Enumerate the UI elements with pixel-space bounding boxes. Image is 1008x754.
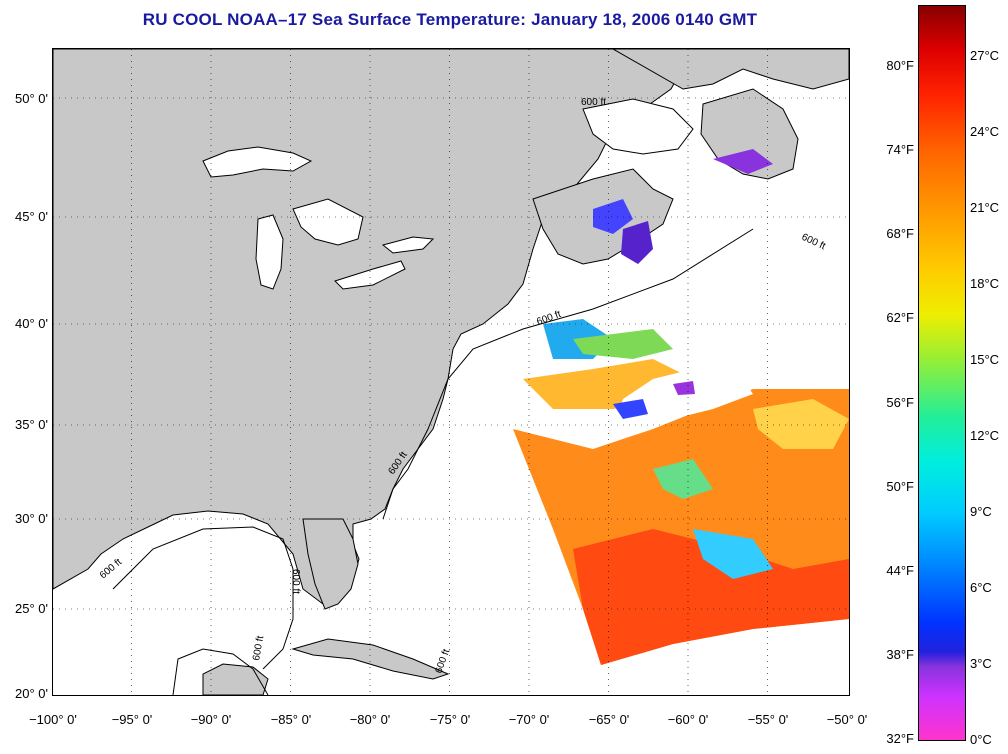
lake-michigan [255,214,284,290]
land-florida [302,518,359,610]
land-labrador [611,49,849,90]
colorbar-f-label: 74°F [886,142,914,157]
colorbar-f-label: 32°F [886,731,914,746]
colorbar-c-label: 15°C [970,352,1000,367]
colorbar-f-label: 50°F [886,479,914,494]
colorbar-f-label: 38°F [886,647,914,662]
lat-label: 30° 0' [15,511,48,526]
gulf-st-lawrence [582,98,694,155]
colorbar-c-label: 21°C [970,200,1000,215]
lon-label: −85° 0' [270,712,312,727]
contour-label: 600 ft [251,635,266,662]
colorbar-c-label: 18°C [970,276,1000,291]
lon-label: −50° 0' [826,712,868,727]
lake-ontario [381,236,435,254]
map-title: RU COOL NOAA–17 Sea Surface Temperature:… [142,10,758,29]
colorbar-c-label: 6°C [970,580,992,595]
colorbar-f-label: 56°F [886,395,914,410]
contour-label: 600 ft [581,97,606,108]
colorbar-c-label: 3°C [970,656,992,671]
lat-label: 50° 0' [15,91,48,106]
lon-label: −55° 0' [747,712,789,727]
lake-huron [292,198,364,246]
lon-label: −60° 0' [667,712,709,727]
depth-contour-gulf-inner [172,648,269,695]
lat-label: 45° 0' [15,209,48,224]
lon-label: −100° 0' [29,712,77,727]
contour-label: 600 ft [98,557,124,582]
temperature-colorbar [918,5,966,741]
sst-data-swath [513,149,849,665]
colorbar-c-label: 0°C [970,732,992,747]
lat-label: 40° 0' [15,316,48,331]
lat-label: 25° 0' [15,601,48,616]
lon-label: −65° 0' [588,712,630,727]
depth-contour-gulf [112,526,294,670]
colorbar-f-label: 80°F [886,58,914,73]
depth-contour-shelf [382,228,754,520]
lat-label: 35° 0' [15,417,48,432]
lon-label: −95° 0' [111,712,153,727]
lat-label: 20° 0' [15,686,48,701]
contour-label: 600 ft [800,232,828,253]
graticule [53,49,849,695]
land-cuba [291,638,450,680]
lon-label: −90° 0' [190,712,232,727]
colorbar-c-label: 9°C [970,504,992,519]
colorbar-f-label: 62°F [886,310,914,325]
colorbar-c-label: 24°C [970,124,1000,139]
colorbar-f-label: 68°F [886,226,914,241]
lake-erie [334,260,406,290]
colorbar-c-label: 12°C [970,428,1000,443]
lon-label: −75° 0' [429,712,471,727]
colorbar-f-label: 44°F [886,563,914,578]
sst-map: 600 ft 600 ft 600 ft 600 ft 600 ft 600 f… [52,48,850,696]
map-canvas: 600 ft 600 ft 600 ft 600 ft 600 ft 600 f… [53,49,849,695]
contour-label: 600 ft [290,569,301,594]
land-yucatan [202,663,269,695]
lon-label: −70° 0' [508,712,550,727]
colorbar-c-label: 27°C [970,48,1000,63]
lake-superior [202,146,313,178]
lon-label: −80° 0' [349,712,391,727]
